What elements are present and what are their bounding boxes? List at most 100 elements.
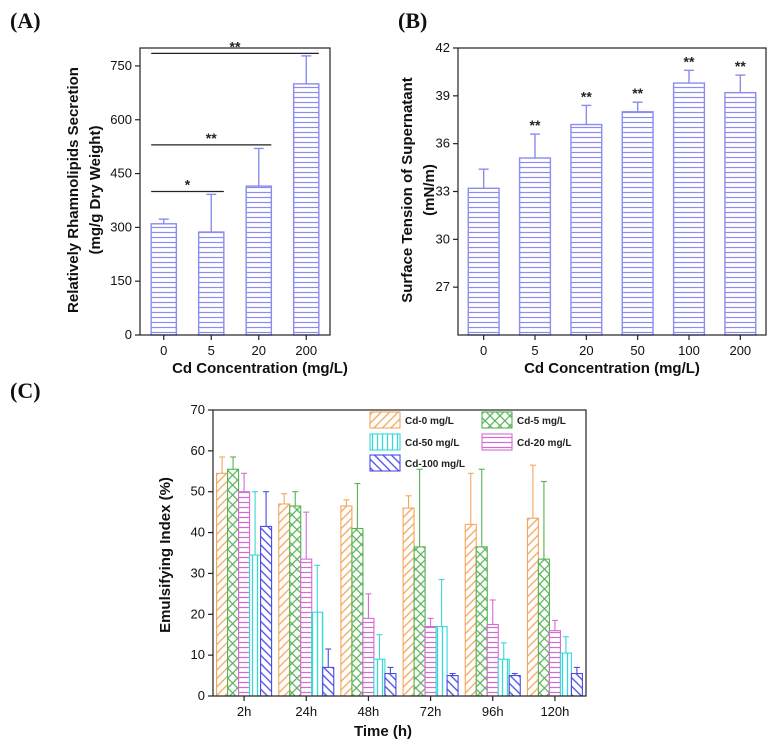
panel-c-bar: [340, 505, 353, 697]
panel-b-y-tick-label: 27: [436, 279, 450, 294]
panel-c-bar: [322, 666, 335, 697]
panel-c-bar: [216, 472, 229, 697]
panel-a-y-tick-label: 300: [110, 219, 132, 234]
panel-c-bar: [570, 672, 583, 697]
panel-c-x-tick-label: 2h: [237, 704, 251, 719]
panel-c-bar: [413, 546, 426, 697]
panel-b-x-tick-label: 5: [531, 343, 538, 358]
panel-c-x-ticks: 2h 24h 48h 72h 96h 120h: [237, 696, 569, 719]
panel-c-y-tick-label: 30: [191, 565, 205, 580]
panel-c-bar: [402, 507, 415, 697]
panel-b-x-tick-label: 20: [579, 343, 593, 358]
panel-c-bar: [559, 652, 572, 697]
panel-a-bar: [150, 223, 178, 336]
panel-c-bar: [435, 625, 448, 697]
panel-label-b: (B): [398, 8, 427, 33]
panel-a-bar: [292, 83, 320, 336]
panel-b-x-tick-label: 0: [480, 343, 487, 358]
panel-c-bar: [260, 525, 273, 697]
panel-b-x-axis-label: Cd Concentration (mg/L): [524, 360, 700, 377]
panel-a-plot-frame: [139, 47, 331, 336]
legend-swatch-cd100: [369, 454, 401, 472]
panel-b: (B) ** ** ** ** ** 27 30 33 36 39 42 0 5 20 50 100 200…: [398, 8, 767, 377]
panel-c-bar: [508, 675, 521, 697]
panel-c-legend: Cd-0 mg/L Cd-5 mg/L Cd-20 mg/L Cd-50 mg/L Cd…: [369, 411, 571, 472]
legend-label-cd0: Cd-0 mg/L: [405, 416, 454, 427]
panel-b-bar: [570, 123, 603, 336]
panel-c-bar: [464, 523, 477, 697]
panel-c-bar: [497, 658, 510, 697]
panel-a-y-tick-label: 450: [110, 166, 132, 181]
panel-c-bar: [278, 503, 291, 697]
panel-a-significance: *****: [151, 38, 319, 193]
panel-c-y-tick-label: 60: [191, 443, 205, 458]
panel-b-y-ticks: 27 30 33 36 39 42: [436, 40, 458, 294]
panel-c-y-tick-label: 40: [191, 525, 205, 540]
panel-a-y-ticks: 0 150 300 450 600 750: [110, 58, 140, 342]
panel-c-bar: [486, 623, 499, 697]
panel-a-y-tick-label: 150: [110, 273, 132, 288]
panel-c-bar: [300, 558, 313, 697]
legend-label-cd50: Cd-50 mg/L: [405, 438, 459, 449]
legend-swatch-cd0: [369, 411, 401, 429]
panel-c-x-axis-label: Time (h): [354, 723, 412, 740]
panel-a-x-tick-label: 0: [160, 343, 167, 358]
legend-swatch-cd5: [481, 411, 513, 429]
panel-b-bar: [621, 111, 654, 336]
panel-a-x-tick-label: 200: [295, 343, 317, 358]
legend-label-cd5: Cd-5 mg/L: [517, 416, 566, 427]
panel-b-bar: [724, 91, 757, 336]
panel-a-bar: [197, 231, 225, 336]
panel-b-y-tick-label: 36: [436, 136, 450, 151]
panel-a-significance-mark: **: [230, 38, 241, 54]
panel-b-plot-frame: [457, 47, 767, 336]
panel-b-bar: [467, 187, 500, 336]
panel-c-bar: [238, 491, 251, 697]
panel-c-bar: [362, 617, 375, 697]
panel-c-bar: [311, 611, 324, 697]
panel-c: (C) 0 10 20 30 40 50 60 70 2h 24h 48h 72h 96h 120h C…: [10, 378, 587, 740]
panel-c-y-tick-label: 0: [198, 688, 205, 703]
panel-c-bar: [384, 672, 397, 697]
panel-a-y-axis-label-line1: Relatively Rhamnolipids Secretion: [65, 67, 82, 313]
panel-a-y-axis-label-line2: (mg/g Dry Weight): [87, 126, 104, 255]
panel-c-y-tick-label: 10: [191, 647, 205, 662]
panel-c-x-tick-label: 120h: [540, 704, 569, 719]
panel-c-plot-frame: [212, 409, 587, 697]
panel-b-bars: ** ** ** ** **: [467, 53, 757, 336]
panel-c-bar: [249, 554, 262, 697]
panel-c-x-tick-label: 96h: [482, 704, 504, 719]
panel-b-y-tick-label: 30: [436, 231, 450, 246]
panel-a-significance-mark: *: [185, 177, 191, 193]
panel-c-bar: [373, 658, 386, 697]
panel-b-x-tick-label: 100: [678, 343, 700, 358]
legend-swatch-cd20: [481, 433, 513, 451]
panel-a-bar: [245, 185, 273, 336]
panel-b-bar: [672, 82, 706, 336]
panel-b-y-axis-label-line1: Surface Tension of Supernatant: [399, 77, 416, 303]
panel-label-a: (A): [10, 8, 41, 33]
panel-b-x-tick-label: 50: [630, 343, 644, 358]
panel-b-significance-mark: **: [530, 117, 541, 133]
panel-a-x-ticks: 0 5 20 200: [160, 335, 317, 358]
panel-a-x-tick-label: 20: [252, 343, 266, 358]
panel-b-y-tick-label: 33: [436, 184, 450, 199]
panel-c-bars: [216, 456, 583, 697]
panel-label-c: (C): [10, 378, 41, 403]
legend-label-cd100: Cd-100 mg/L: [405, 459, 465, 470]
panel-a-significance-mark: **: [206, 130, 217, 146]
panel-b-y-tick-label: 39: [436, 88, 450, 103]
legend-label-cd20: Cd-20 mg/L: [517, 438, 571, 449]
panel-b-bar: [518, 157, 552, 336]
panel-c-bar: [526, 517, 539, 697]
panel-c-y-ticks: 0 10 20 30 40 50 60 70: [191, 402, 213, 703]
panel-c-bar: [446, 675, 459, 697]
panel-c-x-tick-label: 72h: [420, 704, 442, 719]
panel-c-bar: [424, 625, 437, 697]
panel-c-bar: [475, 546, 488, 697]
panel-c-bar: [351, 527, 364, 697]
panel-a-y-tick-label: 600: [110, 112, 132, 127]
panel-c-y-tick-label: 70: [191, 402, 205, 417]
